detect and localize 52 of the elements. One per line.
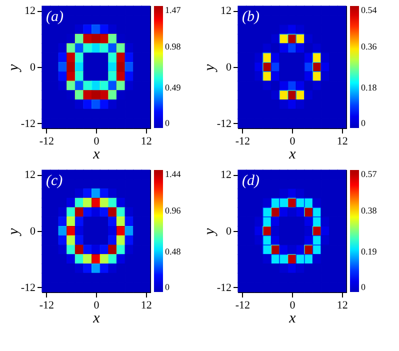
x-tick-label: 12 xyxy=(336,300,348,312)
color-bar-label: 0.96 xyxy=(165,206,182,216)
x-tick-label: 0 xyxy=(94,136,100,148)
y-tick-label: -12 xyxy=(20,118,36,130)
x-tick-label: 12 xyxy=(336,136,348,148)
x-axis-title: x xyxy=(92,146,100,162)
y-axis-title: y xyxy=(202,228,218,237)
annotation: (b) xyxy=(242,9,260,25)
x-tick-label: 12 xyxy=(140,300,152,312)
y-tick-label: 0 xyxy=(226,62,232,74)
x-axis-title: x xyxy=(92,310,100,326)
y-tick-label: 12 xyxy=(220,5,232,18)
x-tick-label: 12 xyxy=(140,136,152,148)
x-tick-label: -12 xyxy=(235,136,250,148)
color-bar-label: 0.57 xyxy=(361,169,378,179)
y-tick-label: -12 xyxy=(216,282,232,294)
y-tick-label: 0 xyxy=(30,62,36,74)
y-tick-label: -12 xyxy=(20,282,36,294)
y-axis-title: y xyxy=(202,64,218,73)
x-axis-title: x xyxy=(288,310,296,326)
color-bar-label: 0.19 xyxy=(361,246,378,256)
color-bar-label: 1.44 xyxy=(165,169,182,179)
color-bar-label: 0.48 xyxy=(165,246,182,256)
color-bar-label: 0.38 xyxy=(361,206,378,216)
y-tick-label: 0 xyxy=(226,226,232,238)
x-tick-label: 0 xyxy=(290,300,296,312)
y-tick-label: 12 xyxy=(24,169,36,182)
color-bar-label: 0.54 xyxy=(361,5,378,15)
color-bar-label: 0.98 xyxy=(165,42,182,52)
y-tick-label: 12 xyxy=(24,5,36,18)
y-tick-label: 12 xyxy=(220,169,232,182)
x-axis-title: x xyxy=(288,146,296,162)
y-tick-label: -12 xyxy=(216,118,232,130)
y-axis-title: y xyxy=(6,64,22,73)
color-bar-label: 0.36 xyxy=(361,42,378,52)
y-axis-title: y xyxy=(6,228,22,237)
color-bar-label: 0 xyxy=(361,118,366,128)
color-bar-label: 0 xyxy=(361,282,366,292)
color-bar-label: 0 xyxy=(165,282,170,292)
x-tick-label: 0 xyxy=(290,136,296,148)
annotation: (a) xyxy=(46,9,64,25)
color-bar-label: 0.18 xyxy=(361,82,378,92)
x-tick-label: -12 xyxy=(39,136,54,148)
color-bar-label: 1.47 xyxy=(165,5,182,15)
color-bar-label: 0 xyxy=(165,118,170,128)
x-tick-label: 0 xyxy=(94,300,100,312)
x-tick-label: -12 xyxy=(39,300,54,312)
annotation: (d) xyxy=(242,173,260,189)
y-tick-label: 0 xyxy=(30,226,36,238)
annotation: (c) xyxy=(46,173,63,189)
x-tick-label: -12 xyxy=(235,300,250,312)
color-bar-label: 0.49 xyxy=(165,82,182,92)
